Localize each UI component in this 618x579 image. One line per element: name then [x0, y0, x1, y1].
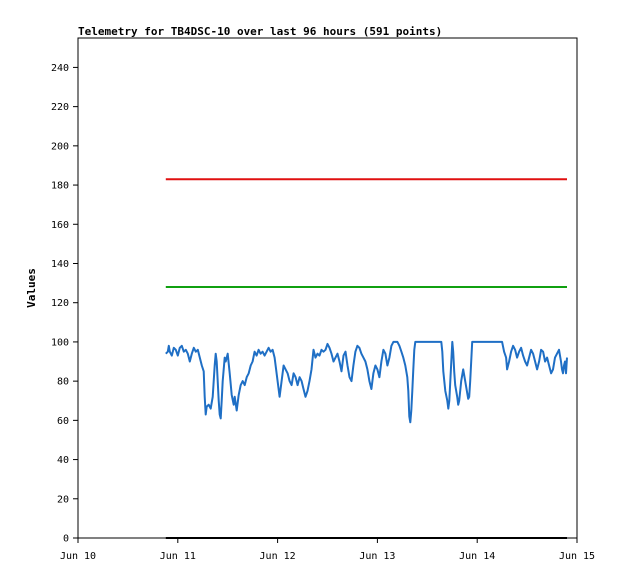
y-tick-label: 40	[57, 455, 69, 466]
y-tick-label: 60	[57, 416, 69, 427]
y-tick-label: 120	[51, 298, 69, 309]
y-tick-label: 20	[57, 494, 69, 505]
y-tick-label: 160	[51, 220, 69, 231]
y-axis-label: Values	[25, 268, 38, 308]
y-tick-label: 180	[51, 181, 69, 192]
x-tick-label: Jun 13	[359, 551, 395, 562]
y-tick-label: 200	[51, 141, 69, 152]
x-tick-label: Jun 14	[459, 551, 495, 562]
chart-title: Telemetry for TB4DSC-10 over last 96 hou…	[78, 25, 442, 38]
y-tick-label: 0	[63, 534, 69, 545]
y-tick-label: 100	[51, 337, 69, 348]
y-tick-label: 220	[51, 102, 69, 113]
x-tick-label: Jun 10	[60, 551, 96, 562]
series-layer	[165, 178, 568, 539]
x-tick-label: Jun 12	[260, 551, 296, 562]
y-tick-label: 80	[57, 377, 69, 388]
series-line-3	[165, 340, 568, 424]
y-axis: 0 20 40 60 80 100 120 140 160 180 200 220 240	[51, 63, 78, 545]
x-tick-label: Jun 11	[160, 551, 196, 562]
y-tick-label: 140	[51, 259, 69, 270]
x-axis: Jun 10 Jun 11 Jun 12 Jun 13 Jun 14 Jun 15	[60, 538, 595, 562]
y-tick-label: 240	[51, 63, 69, 74]
x-tick-label: Jun 15	[559, 551, 595, 562]
